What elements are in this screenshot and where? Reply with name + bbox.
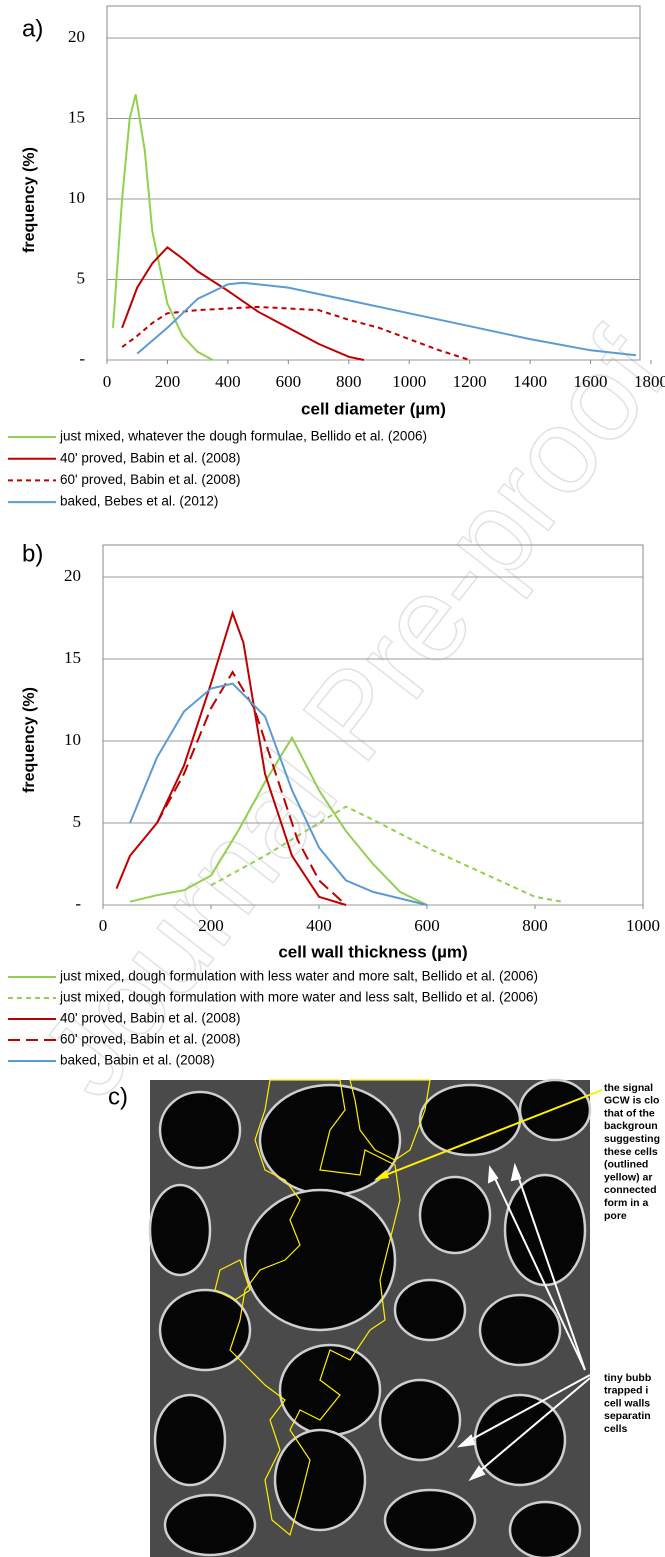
legend-label: just mixed, dough formulation with more … — [59, 990, 538, 1005]
panel-label: a) — [22, 15, 43, 42]
x-tick-label: 1000 — [626, 916, 660, 935]
x-tick-label: 400 — [215, 372, 241, 391]
x-tick-label: 400 — [306, 916, 332, 935]
x-tick-label: 800 — [336, 372, 362, 391]
y-tick-label: - — [79, 349, 85, 368]
annotation-text: form in a — [604, 1197, 648, 1209]
legend-label: 40' proved, Babin et al. (2008) — [60, 1011, 240, 1026]
legend-label: 60' proved, Babin et al. (2008) — [60, 1032, 240, 1047]
legend-label: just mixed, dough formulation with less … — [59, 969, 538, 984]
series-line — [121, 245, 365, 361]
annotation-text: that of the — [604, 1107, 655, 1119]
series-line — [129, 682, 428, 906]
annotation-text: pore — [604, 1210, 627, 1222]
panel-label: c) — [108, 1083, 128, 1110]
y-tick-label: - — [75, 894, 81, 913]
y-axis-title: frequency (%) — [21, 147, 38, 253]
legend-label: 60' proved, Babin et al. (2008) — [60, 472, 240, 487]
x-tick-label: 600 — [414, 916, 440, 935]
annotation-text: (outlined — [604, 1159, 648, 1171]
x-tick-label: 1400 — [513, 372, 547, 391]
y-axis-title: frequency (%) — [21, 687, 38, 793]
annotation-text: cell walls — [604, 1397, 650, 1409]
legend-label: 40' proved, Babin et al. (2008) — [60, 450, 240, 465]
annotation-text: cells — [604, 1423, 628, 1435]
x-tick-label: 1600 — [574, 372, 608, 391]
series-line — [136, 281, 637, 357]
y-tick-label: 15 — [64, 648, 81, 667]
series-line — [129, 735, 428, 906]
series-line — [115, 609, 347, 906]
series-line — [121, 305, 471, 361]
annotation-text: suggesting — [604, 1133, 660, 1145]
panel-label: b) — [22, 540, 43, 567]
x-tick-label: 1200 — [453, 372, 487, 391]
series-line — [210, 805, 563, 903]
y-tick-label: 10 — [68, 188, 85, 207]
series-line — [112, 94, 214, 361]
annotation-text: GCW is clo — [604, 1095, 659, 1107]
x-tick-label: 800 — [522, 916, 548, 935]
annotation-text: tiny bubb — [604, 1372, 651, 1384]
y-tick-label: 20 — [64, 566, 81, 585]
legend-label: just mixed, whatever the dough formulae,… — [59, 429, 427, 444]
series-line — [156, 670, 347, 906]
legend-label: baked, Bebes et al. (2012) — [60, 494, 218, 509]
y-tick-label: 5 — [77, 268, 86, 287]
annotation-text: separatin — [604, 1410, 651, 1422]
plot-frame — [106, 5, 641, 361]
y-tick-label: 20 — [68, 27, 85, 46]
annotation-text: connected — [604, 1184, 657, 1196]
annotation-text: backgroun — [604, 1120, 658, 1132]
annotation-text: yellow) ar — [604, 1171, 652, 1183]
y-tick-label: 5 — [73, 812, 82, 831]
x-tick-label: 200 — [155, 372, 181, 391]
micrograph — [148, 1078, 603, 1557]
x-tick-label: 0 — [99, 916, 108, 935]
y-tick-label: 10 — [64, 730, 81, 749]
x-axis-title: cell wall thickness (µm) — [278, 942, 467, 961]
x-tick-label: 200 — [198, 916, 224, 935]
legend-label: baked, Babin et al. (2008) — [60, 1053, 215, 1068]
x-tick-label: 1000 — [392, 372, 426, 391]
x-axis-title: cell diameter (µm) — [301, 399, 446, 418]
annotation-text: these cells — [604, 1146, 658, 1158]
x-tick-label: 0 — [103, 372, 112, 391]
x-tick-label: 1800 — [634, 372, 665, 391]
annotation-text: trapped i — [604, 1385, 648, 1397]
annotation-text: the signal — [604, 1082, 653, 1094]
y-tick-label: 15 — [68, 107, 85, 126]
x-tick-label: 600 — [276, 372, 302, 391]
